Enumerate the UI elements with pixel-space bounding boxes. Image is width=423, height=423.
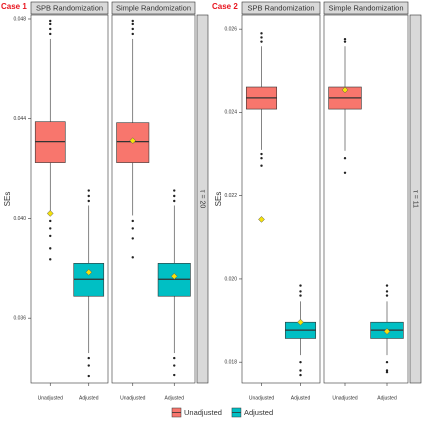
outlier [87,189,90,192]
strip [241,1,321,15]
outlier [343,157,347,160]
x-tick-label: Unadjusted [38,395,64,401]
outlier [49,22,52,26]
outlier [385,360,389,364]
mean [383,328,391,335]
outlier [343,171,347,174]
case-title: Case 2 [212,2,238,11]
outlier [49,27,52,31]
outlier [260,40,263,43]
outlier [343,37,347,41]
panel-title: SPB Randomization [247,3,314,12]
outlier [173,356,176,360]
y-axis-label: SEs [3,192,12,207]
strip [30,1,109,15]
outlier [87,194,90,198]
outlier [49,19,52,23]
mean [46,210,54,217]
x-tick-label: Unadjusted [249,395,275,401]
legend-label: Unadjusted [184,408,222,417]
outlier [49,258,52,261]
facet-strip [409,14,422,384]
outlier [173,373,176,377]
outlier [260,36,263,39]
panel [323,14,409,384]
outlier [260,157,263,160]
outlier [131,22,134,26]
mean [85,268,93,276]
outlier [131,27,134,31]
outlier [260,152,263,156]
y-tick-label: 0.020 [224,276,237,282]
outlier [49,234,52,238]
case-title: Case 1 [1,2,27,11]
y-tick-label: 0.022 [224,193,237,199]
panel [111,14,196,384]
y-tick-label: 0.048 [13,16,26,22]
outlier [173,364,176,367]
y-axis-label: SEs [214,192,223,207]
mean [129,137,137,145]
outlier [299,290,302,293]
facet-label: τ = 20 [199,190,206,209]
y-tick-label: 0.040 [13,216,26,222]
outlier [49,247,52,250]
outlier [260,164,263,167]
outlier [343,40,347,43]
x-tick-label: Adjusted [165,395,185,401]
outlier [385,370,389,374]
outlier [87,374,90,378]
facet-label: τ = 11 [412,190,419,208]
strip [323,1,409,15]
y-tick-label: 0.044 [13,116,26,122]
outlier [173,194,176,198]
outlier [131,32,134,36]
outlier [385,369,389,372]
mean [341,86,349,94]
y-tick-label: 0.018 [224,360,237,366]
x-tick-label: Adjusted [291,395,311,401]
y-tick-label: 0.036 [13,316,26,322]
outlier [131,219,134,223]
facet-strip [196,14,209,384]
mean [170,272,178,280]
x-tick-label: Adjusted [79,395,99,401]
outlier [385,290,389,293]
outlier [87,199,90,203]
mean [297,318,304,326]
outlier [173,189,176,192]
outlier [173,199,176,203]
panel-title: SPB Randomization [36,3,103,12]
outlier [299,360,302,364]
outlier [299,369,302,372]
outlier [49,227,52,230]
outlier [131,227,134,230]
outlier [299,284,302,287]
outlier [49,219,52,223]
y-tick-label: 0.026 [224,26,237,32]
outlier [131,19,134,23]
x-tick-label: Unadjusted [332,395,358,401]
panel-title: Simple Randomization [328,3,403,12]
panel-title: Simple Randomization [116,3,191,12]
y-tick-label: 0.024 [224,110,237,116]
outlier [299,373,302,377]
outlier [131,237,134,240]
mean [258,216,265,223]
outlier [385,294,389,297]
panel [241,14,321,384]
outlier [385,284,389,287]
outlier [87,364,90,367]
outlier [131,256,134,259]
x-tick-label: Unadjusted [120,395,146,401]
outlier [87,356,90,360]
outlier [49,32,52,36]
legend-label: Adjusted [244,408,273,417]
x-tick-label: Adjusted [377,395,397,401]
outlier [299,294,302,297]
strip [111,1,196,15]
panel [30,14,109,384]
outlier [260,32,263,35]
